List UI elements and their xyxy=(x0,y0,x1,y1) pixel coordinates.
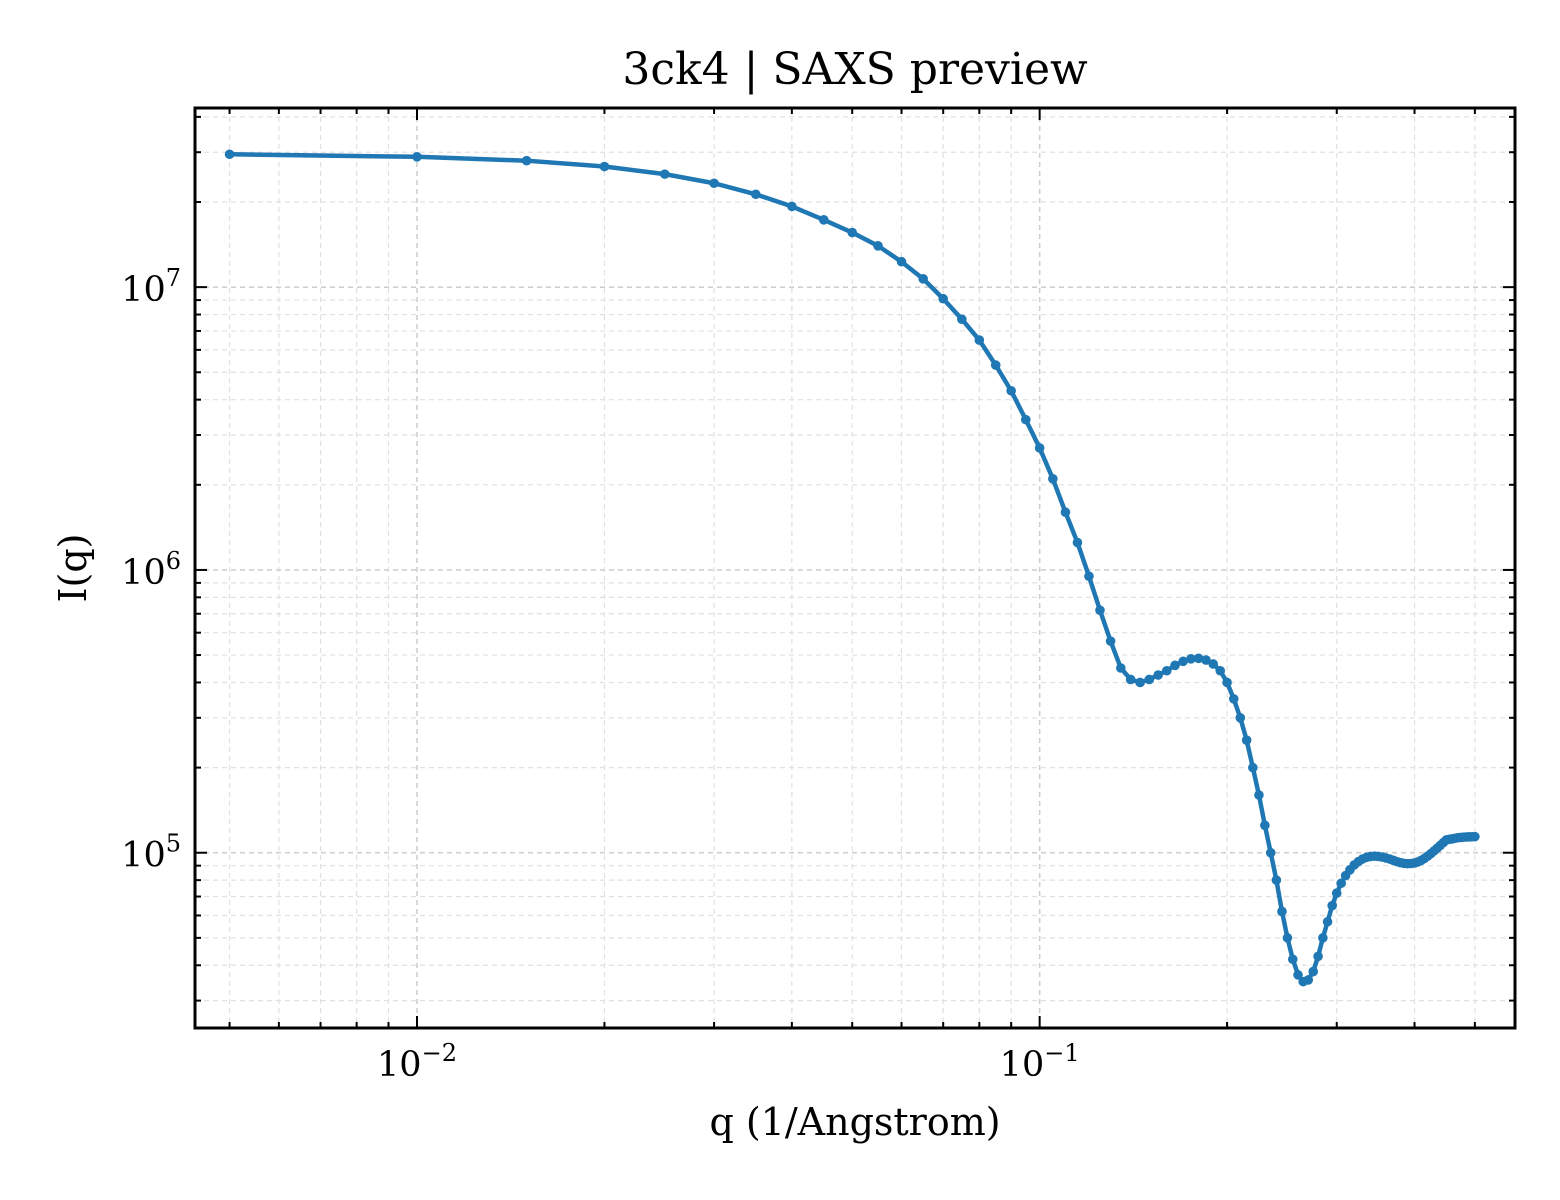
data-point xyxy=(750,189,761,200)
data-point xyxy=(1260,820,1270,831)
data-point xyxy=(896,256,907,267)
data-point xyxy=(1193,653,1204,664)
data-point xyxy=(1208,659,1219,669)
x-tick-label: 10−2 xyxy=(377,1039,457,1085)
data-point xyxy=(1034,443,1045,453)
data-point xyxy=(1116,663,1126,673)
x-tick-label: 10−1 xyxy=(1000,1039,1080,1085)
data-point xyxy=(1144,674,1155,685)
data-point xyxy=(1161,665,1172,676)
data-point xyxy=(1336,878,1346,889)
data-point xyxy=(1282,933,1293,943)
tick-labels: 10−2 10−1 105 106 107 xyxy=(121,264,1079,1085)
x-axis-label: q (1/Angstrom) xyxy=(709,1100,1000,1144)
data-point xyxy=(1170,660,1180,671)
data-point xyxy=(1318,933,1328,943)
data-point xyxy=(1215,665,1226,676)
data-point xyxy=(957,314,967,325)
data-point xyxy=(1135,677,1145,688)
data-point xyxy=(1186,654,1196,664)
ticks-layer xyxy=(195,108,1515,1028)
data-point xyxy=(1060,507,1071,518)
data-point xyxy=(1105,636,1116,646)
data-point xyxy=(521,155,532,166)
data-point xyxy=(847,227,858,238)
data-point xyxy=(1303,975,1314,985)
data-point xyxy=(873,241,883,251)
data-point xyxy=(659,169,670,179)
data-point xyxy=(599,161,610,172)
data-point xyxy=(1287,954,1298,965)
data-point xyxy=(818,215,829,225)
data-point xyxy=(1020,414,1031,425)
y-axis-label: I(q) xyxy=(51,534,95,603)
data-point xyxy=(1072,537,1083,548)
data-point xyxy=(990,360,1001,370)
chart-title: 3ck4 | SAXS preview xyxy=(622,44,1088,95)
data-point xyxy=(1235,713,1246,723)
y-tick-label: 106 xyxy=(121,547,181,593)
y-tick-label: 105 xyxy=(121,830,181,876)
data-point xyxy=(1222,677,1232,688)
minor-gridlines xyxy=(195,108,1515,1028)
y-tick-label: 107 xyxy=(121,264,181,310)
data-point xyxy=(1241,735,1252,745)
data-point xyxy=(1125,674,1136,685)
data-point xyxy=(1265,847,1276,858)
data-point xyxy=(224,149,235,160)
data-point xyxy=(1228,694,1239,704)
data-point xyxy=(918,274,928,284)
data-point xyxy=(1201,655,1211,665)
data-point xyxy=(412,152,422,162)
data-point xyxy=(1313,951,1323,962)
data-point xyxy=(1178,656,1188,667)
data-point xyxy=(1327,900,1337,911)
major-gridlines xyxy=(195,108,1515,1028)
data-point xyxy=(938,293,948,304)
data-point xyxy=(1006,385,1016,396)
plot-frame xyxy=(193,106,1517,1030)
data-point xyxy=(1308,966,1318,977)
data-point xyxy=(1293,970,1303,980)
data-point xyxy=(974,335,985,345)
data-point xyxy=(1470,831,1480,842)
data-point xyxy=(1271,875,1282,885)
data-point xyxy=(1084,571,1094,582)
data-point xyxy=(1048,474,1058,484)
data-point xyxy=(1322,916,1333,927)
data-point xyxy=(787,201,797,212)
data-point xyxy=(1153,670,1163,680)
data-point xyxy=(1331,888,1342,898)
data-point xyxy=(709,178,719,189)
data-point xyxy=(1095,605,1105,616)
data-point xyxy=(1248,762,1258,773)
data-point xyxy=(1277,906,1287,917)
data-point xyxy=(1254,790,1264,800)
series-layer xyxy=(224,149,1480,987)
